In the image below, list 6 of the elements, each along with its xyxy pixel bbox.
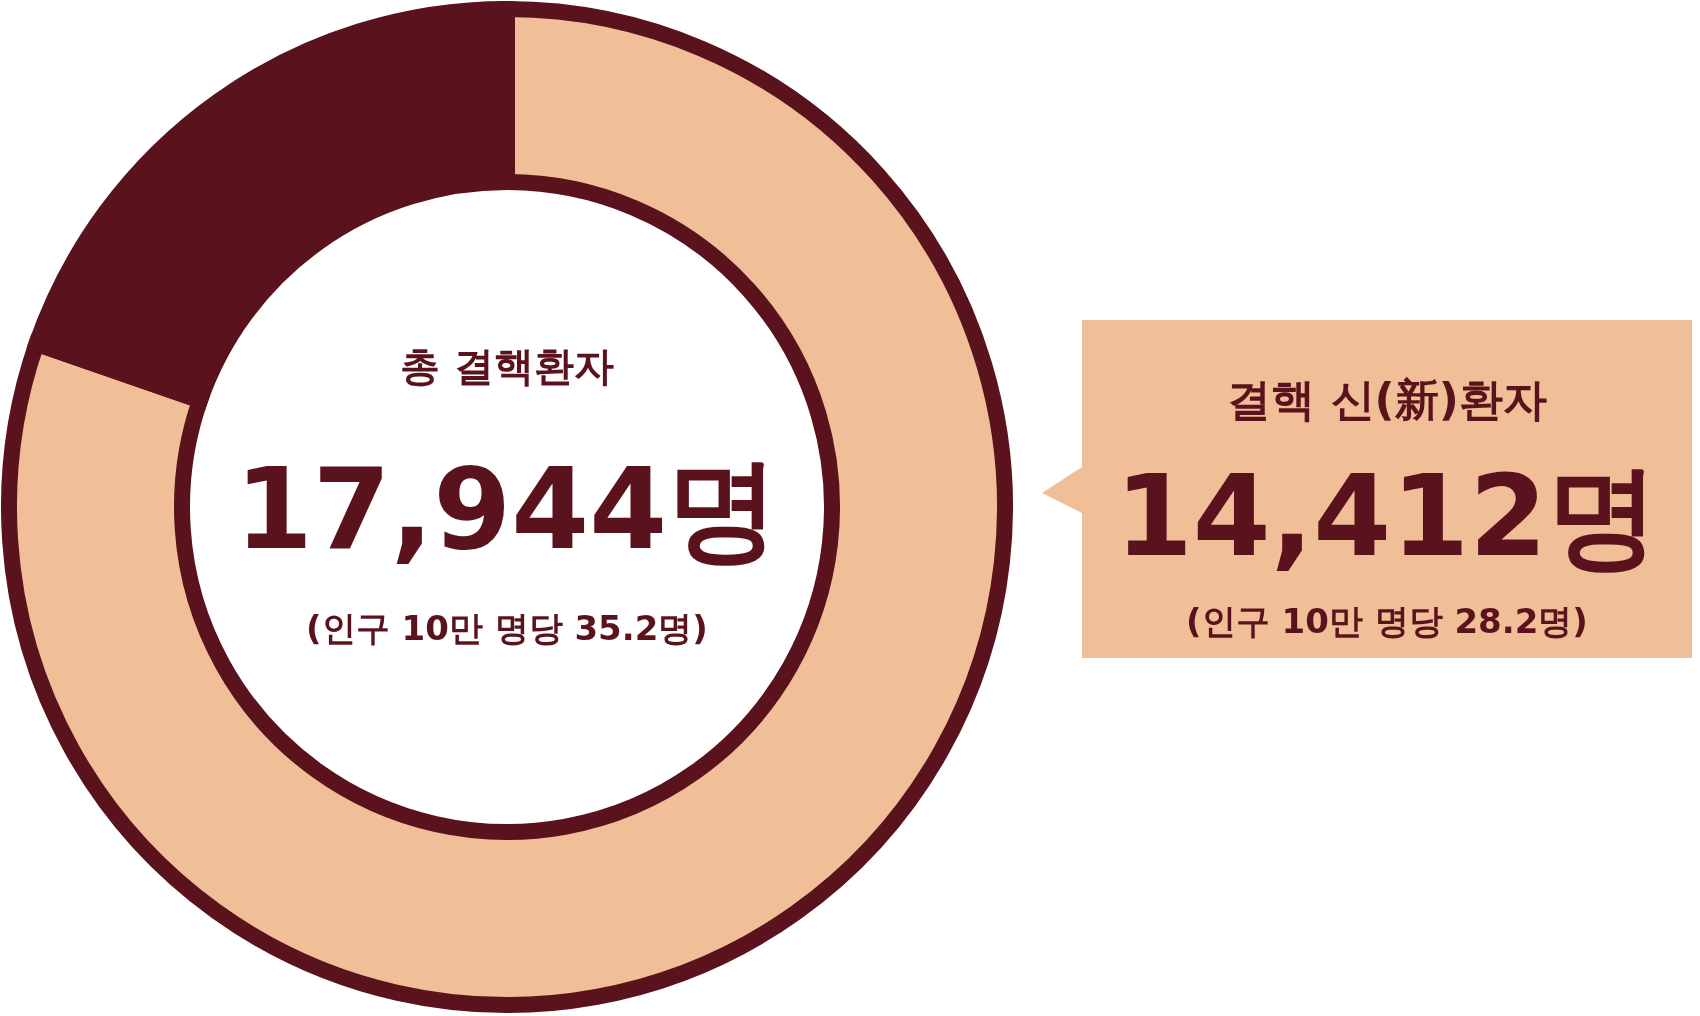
data-label: 14,412명 xyxy=(1114,451,1660,581)
text: 17,944명 xyxy=(234,444,780,574)
text: 총 결핵환자 xyxy=(400,343,614,389)
slice-label: 결핵 신(新)환자 xyxy=(1227,374,1547,425)
text: (인구 10만 명당 35.2명) xyxy=(306,608,708,648)
text: (인구 10만 명당 28.2명) xyxy=(1186,601,1588,641)
